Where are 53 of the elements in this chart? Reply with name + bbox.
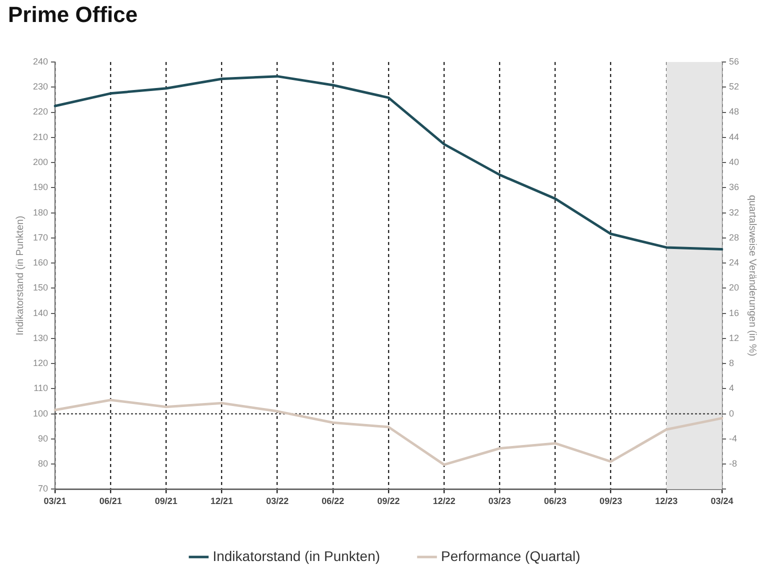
- y2-tick-label: 12: [728, 332, 740, 343]
- y-tick-label: 240: [32, 56, 48, 66]
- y2-tick-label: 44: [728, 132, 740, 142]
- legend-label: Performance (Quartal): [441, 548, 580, 564]
- x-tick-label: 06/22: [322, 496, 344, 506]
- x-tick-label: 03/22: [266, 496, 289, 506]
- y-tick-label: 220: [32, 106, 48, 117]
- x-tick-label: 12/22: [432, 496, 456, 506]
- x-tick-label: 12/21: [210, 496, 234, 506]
- x-tick-label: 12/23: [655, 496, 678, 506]
- y2-tick-label: 4: [728, 383, 734, 394]
- y-tick-label: 190: [32, 182, 48, 192]
- legend-label: Indikatorstand (in Punkten): [212, 548, 380, 564]
- y-tick-label: 130: [32, 332, 48, 343]
- y-tick-label: 70: [38, 484, 48, 494]
- y2-tick-label: 40: [728, 157, 740, 167]
- y2-tick-label: 28: [728, 232, 740, 242]
- x-tick-label: 09/23: [600, 496, 622, 506]
- x-tick-label: 03/23: [488, 496, 511, 506]
- chart-title: Prime Office: [8, 2, 138, 28]
- y-tick-label: 150: [32, 282, 48, 293]
- y2-axis-title: quartalsweise Veränderungen (in %): [746, 194, 758, 356]
- x-tick-label: 09/21: [154, 496, 178, 506]
- y-tick-label: 170: [32, 232, 48, 242]
- x-tick-label: 09/22: [377, 496, 400, 506]
- y2-tick-label: 0: [728, 408, 734, 418]
- y2-tick-label: 36: [728, 182, 740, 192]
- y2-tick-label: 32: [728, 207, 740, 218]
- y-tick-label: 120: [32, 358, 48, 368]
- y-axis-title: Indikatorstand (in Punkten): [14, 216, 26, 336]
- y-tick-label: 210: [32, 132, 48, 142]
- y-tick-label: 110: [34, 383, 48, 394]
- y-tick-label: 200: [32, 157, 48, 167]
- x-tick-label: 06/23: [544, 496, 567, 506]
- y-tick-label: 180: [32, 207, 48, 218]
- y2-tick-label: 56: [728, 56, 740, 66]
- y-tick-label: 140: [32, 308, 48, 318]
- x-tick-label: 03/24: [710, 496, 734, 506]
- x-tick-label: 06/21: [99, 496, 122, 506]
- y2-tick-label: 20: [728, 282, 740, 293]
- y-tick-label: 90: [38, 433, 48, 444]
- y-tick-label: 230: [32, 82, 48, 92]
- y2-tick-label: -8: [728, 458, 738, 469]
- y2-tick-label: 24: [728, 258, 740, 268]
- y-tick-label: 80: [38, 458, 48, 469]
- y2-tick-label: 52: [728, 82, 740, 92]
- y2-tick-label: -4: [728, 433, 738, 444]
- x-tick-label: 03/21: [44, 496, 66, 506]
- y2-tick-label: 16: [728, 308, 740, 318]
- y-tick-label: 160: [32, 258, 48, 268]
- y-tick-label: 100: [32, 408, 48, 418]
- y2-tick-label: 48: [728, 106, 740, 117]
- y2-tick-label: 8: [728, 358, 734, 368]
